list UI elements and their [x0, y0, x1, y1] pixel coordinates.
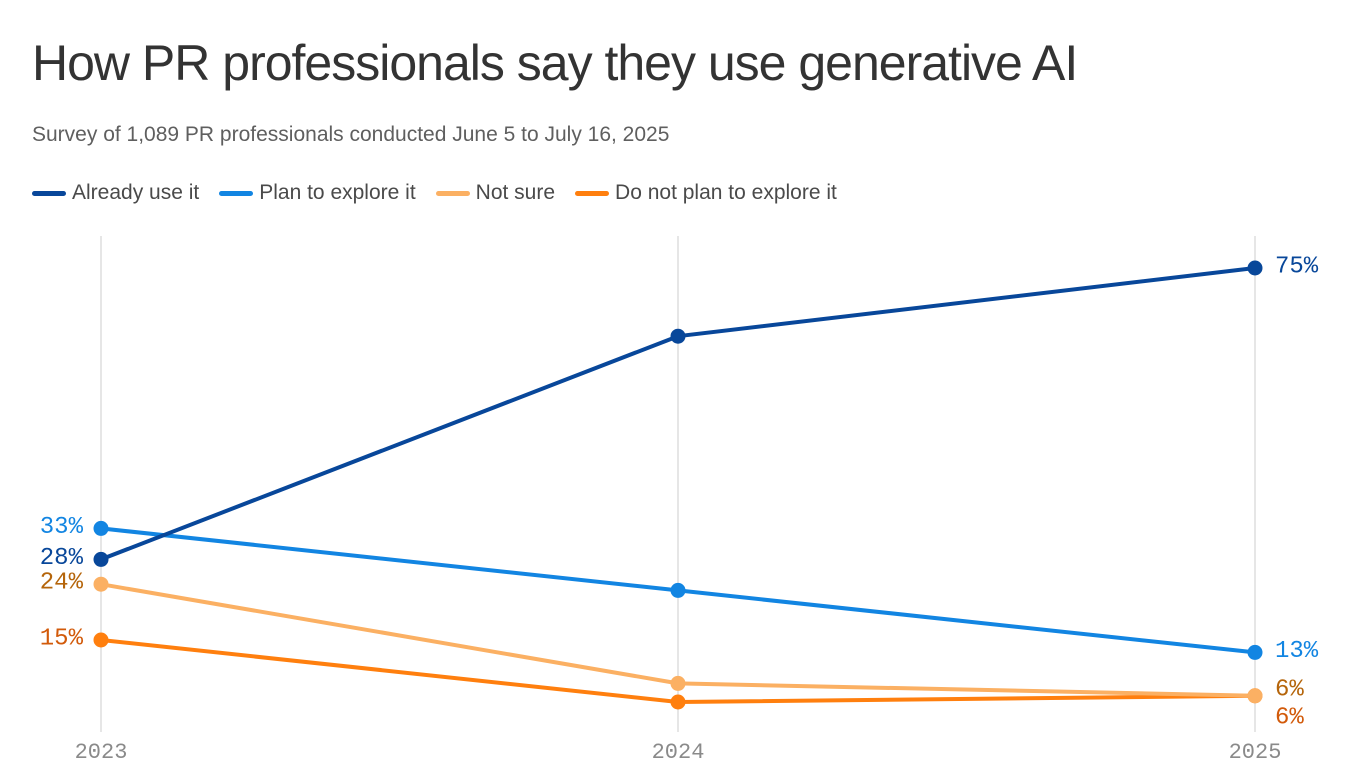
- chart-subtitle: Survey of 1,089 PR professionals conduct…: [32, 123, 670, 146]
- legend-swatch: [219, 190, 254, 196]
- data-label: 75%: [1275, 254, 1319, 281]
- data-label: 15%: [40, 626, 84, 653]
- legend-swatch: [435, 190, 470, 196]
- data-point: [93, 520, 109, 536]
- chart-legend: Already use it Plan to explore it Not sure…: [32, 181, 857, 205]
- legend-item: Do not plan to explore it: [575, 181, 837, 205]
- data-point: [1247, 688, 1263, 704]
- legend-label: Already use it: [72, 181, 200, 204]
- data-point: [93, 551, 109, 567]
- legend-label: Plan to explore it: [259, 181, 416, 204]
- data-label: 33%: [40, 514, 84, 541]
- data-label: 6%: [1275, 704, 1304, 731]
- data-point: [1247, 644, 1263, 660]
- chart-title: How PR professionals say they use genera…: [32, 35, 1078, 91]
- data-label: 28%: [40, 545, 84, 572]
- data-point: [93, 632, 109, 648]
- legend-swatch: [32, 190, 66, 196]
- legend-swatch: [575, 190, 610, 196]
- x-tick-label: 2023: [75, 740, 128, 765]
- data-point: [670, 582, 686, 598]
- data-point: [670, 694, 686, 710]
- x-tick-label: 2024: [652, 740, 705, 765]
- legend-item: Plan to explore it: [219, 181, 416, 205]
- legend-item: Not sure: [435, 181, 556, 205]
- data-point: [93, 576, 109, 592]
- data-point: [1247, 260, 1263, 276]
- legend-label: Not sure: [475, 181, 556, 204]
- data-label: 13%: [1275, 638, 1319, 665]
- data-label: 24%: [40, 570, 84, 597]
- legend-item: Already use it: [32, 181, 199, 205]
- data-point: [670, 328, 686, 344]
- data-point: [670, 675, 686, 691]
- legend-label: Do not plan to explore it: [615, 181, 837, 204]
- data-label: 6%: [1275, 676, 1304, 703]
- x-tick-label: 2025: [1229, 740, 1282, 765]
